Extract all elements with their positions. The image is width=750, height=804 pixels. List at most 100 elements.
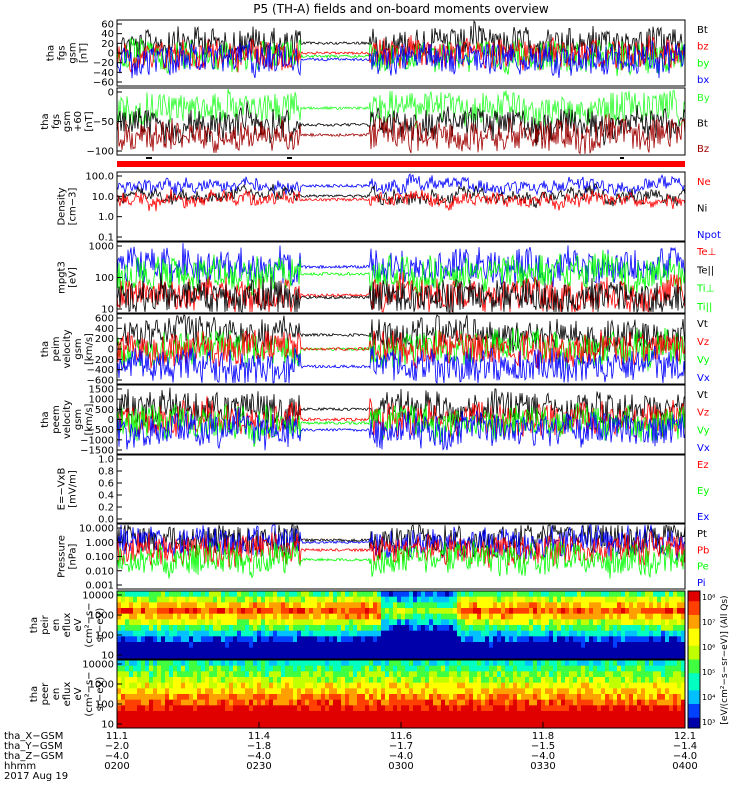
heatmap-cell: [289, 591, 294, 598]
y-tick-label: 0: [108, 49, 114, 60]
heatmap-cell: [581, 665, 586, 672]
heatmap-cell: [361, 705, 366, 712]
heatmap-cell: [589, 596, 594, 603]
heatmap-cell: [465, 699, 470, 706]
heatmap-cell: [541, 653, 546, 660]
heatmap-cell: [369, 613, 374, 620]
heatmap-cell: [121, 596, 126, 603]
heatmap-cell: [165, 677, 170, 684]
legend-entry: Ex: [697, 512, 709, 523]
heatmap-cell: [209, 665, 214, 672]
colorbar-step: [688, 704, 700, 708]
heatmap-cell: [213, 665, 218, 672]
heatmap-cell: [393, 625, 398, 632]
heatmap-cell: [181, 642, 186, 649]
heatmap-cell: [397, 625, 402, 632]
heatmap-cell: [513, 682, 518, 689]
heatmap-cell: [525, 602, 530, 609]
heatmap-cell: [301, 647, 306, 654]
heatmap-cell: [561, 677, 566, 684]
heatmap-cell: [265, 716, 270, 723]
heatmap-cell: [237, 711, 242, 718]
y-tick-label: −1000: [80, 435, 114, 446]
heatmap-cell: [301, 699, 306, 706]
y-axis-label: peer: [40, 682, 51, 706]
heatmap-cell: [397, 591, 402, 598]
heatmap-cell: [133, 722, 138, 729]
heatmap-cell: [629, 716, 634, 723]
heatmap-cell: [565, 694, 570, 701]
heatmap-cell: [661, 694, 666, 701]
heatmap-cell: [649, 591, 654, 598]
heatmap-cell: [445, 596, 450, 603]
heatmap-cell: [197, 677, 202, 684]
heatmap-cell: [441, 647, 446, 654]
heatmap-cell: [129, 711, 134, 718]
heatmap-cell: [181, 591, 186, 598]
heatmap-cell: [257, 619, 262, 626]
heatmap-cell: [629, 608, 634, 615]
heatmap-cell: [637, 619, 642, 626]
panel-frame: [116, 454, 686, 524]
heatmap-cell: [249, 630, 254, 637]
heatmap-cell: [273, 660, 278, 667]
heatmap-cell: [489, 694, 494, 701]
heatmap-cell: [133, 625, 138, 632]
heatmap-cell: [397, 602, 402, 609]
heatmap-cell: [681, 705, 686, 712]
heatmap-cell: [277, 602, 282, 609]
heatmap-cell: [613, 630, 618, 637]
heatmap-cell: [381, 705, 386, 712]
heatmap-cell: [601, 596, 606, 603]
x-tick-label: −4.0: [247, 751, 271, 762]
heatmap-cell: [381, 677, 386, 684]
heatmap-cell: [125, 716, 130, 723]
heatmap-cell: [433, 665, 438, 672]
heatmap-cell: [541, 591, 546, 598]
heatmap-cell: [177, 625, 182, 632]
heatmap-cell: [577, 636, 582, 643]
heatmap-cell: [149, 688, 154, 695]
heatmap-cell: [417, 653, 422, 660]
heatmap-cell: [293, 711, 298, 718]
heatmap-cell: [325, 688, 330, 695]
heatmap-cell: [341, 647, 346, 654]
heatmap-cell: [625, 677, 630, 684]
heatmap-cell: [509, 660, 514, 667]
heatmap-cell: [345, 591, 350, 598]
heatmap-cell: [617, 619, 622, 626]
heatmap-cell: [445, 625, 450, 632]
heatmap-cell: [173, 694, 178, 701]
heatmap-cell: [389, 682, 394, 689]
heatmap-cell: [389, 699, 394, 706]
heatmap-cell: [477, 699, 482, 706]
heatmap-cell: [317, 602, 322, 609]
heatmap-cell: [513, 630, 518, 637]
heatmap-cell: [557, 671, 562, 678]
heatmap-cell: [669, 699, 674, 706]
heatmap-cell: [413, 619, 418, 626]
heatmap-cell: [189, 660, 194, 667]
heatmap-cell: [189, 653, 194, 660]
heatmap-cell: [657, 665, 662, 672]
heatmap-cell: [317, 716, 322, 723]
heatmap-cell: [661, 647, 666, 654]
heatmap-cell: [537, 682, 542, 689]
heatmap-cell: [201, 602, 206, 609]
heatmap-cell: [469, 613, 474, 620]
heatmap-cell: [297, 671, 302, 678]
heatmap-cell: [657, 613, 662, 620]
heatmap-cell: [309, 619, 314, 626]
heatmap-cell: [673, 660, 678, 667]
heatmap-cell: [353, 699, 358, 706]
heatmap-cell: [145, 647, 150, 654]
heatmap-cell: [297, 677, 302, 684]
heatmap-cell: [501, 665, 506, 672]
heatmap-cell: [149, 660, 154, 667]
heatmap-cell: [501, 619, 506, 626]
heatmap-cell: [497, 642, 502, 649]
heatmap-cell: [257, 671, 262, 678]
heatmap-cell: [261, 694, 266, 701]
heatmap-cell: [513, 653, 518, 660]
heatmap-cell: [489, 647, 494, 654]
